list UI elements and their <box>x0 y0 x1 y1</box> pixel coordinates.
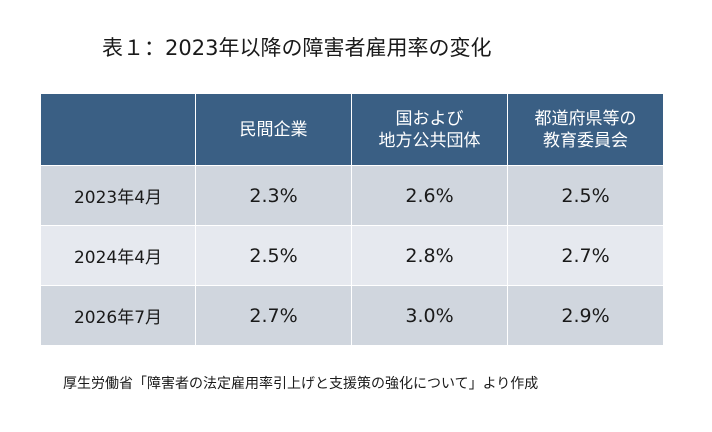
column-header: 都道府県等の 教育委員会 <box>507 93 664 166</box>
page-title: 表１：2023年以降の障害者雇用率の変化 <box>102 36 492 60</box>
source-note: 厚生労働省「障害者の法定雇用率引上げと支援策の強化について」より作成 <box>63 376 539 392</box>
employment-rate-table: 民間企業 国および 地方公共団体 都道府県等の 教育委員会 2023年4月 2.… <box>40 93 664 346</box>
column-header: 民間企業 <box>195 93 352 166</box>
rate-cell: 2.7% <box>195 285 352 346</box>
header-row: 民間企業 国および 地方公共団体 都道府県等の 教育委員会 <box>40 93 664 166</box>
rate-cell: 2.6% <box>351 165 508 226</box>
row-label: 2024年4月 <box>40 225 196 286</box>
column-header-line: 地方公共団体 <box>378 130 481 151</box>
row-label: 2026年7月 <box>40 285 196 346</box>
rate-cell: 3.0% <box>351 285 508 346</box>
row-label: 2023年4月 <box>40 165 196 226</box>
column-header-line: 教育委員会 <box>543 130 628 151</box>
rate-cell: 2.5% <box>195 225 352 286</box>
column-header-line: 国および <box>395 108 464 129</box>
header-empty-cell <box>40 93 196 166</box>
rate-cell: 2.8% <box>351 225 508 286</box>
table-row: 2024年4月 2.5% 2.8% 2.7% <box>40 225 664 286</box>
column-header-line: 都道府県等の <box>534 108 637 129</box>
table-row: 2023年4月 2.3% 2.6% 2.5% <box>40 165 664 226</box>
column-header-line: 民間企業 <box>239 119 308 140</box>
rate-cell: 2.7% <box>507 225 664 286</box>
rate-cell: 2.5% <box>507 165 664 226</box>
column-header: 国および 地方公共団体 <box>351 93 508 166</box>
rate-cell: 2.3% <box>195 165 352 226</box>
table-row: 2026年7月 2.7% 3.0% 2.9% <box>40 285 664 346</box>
rate-cell: 2.9% <box>507 285 664 346</box>
